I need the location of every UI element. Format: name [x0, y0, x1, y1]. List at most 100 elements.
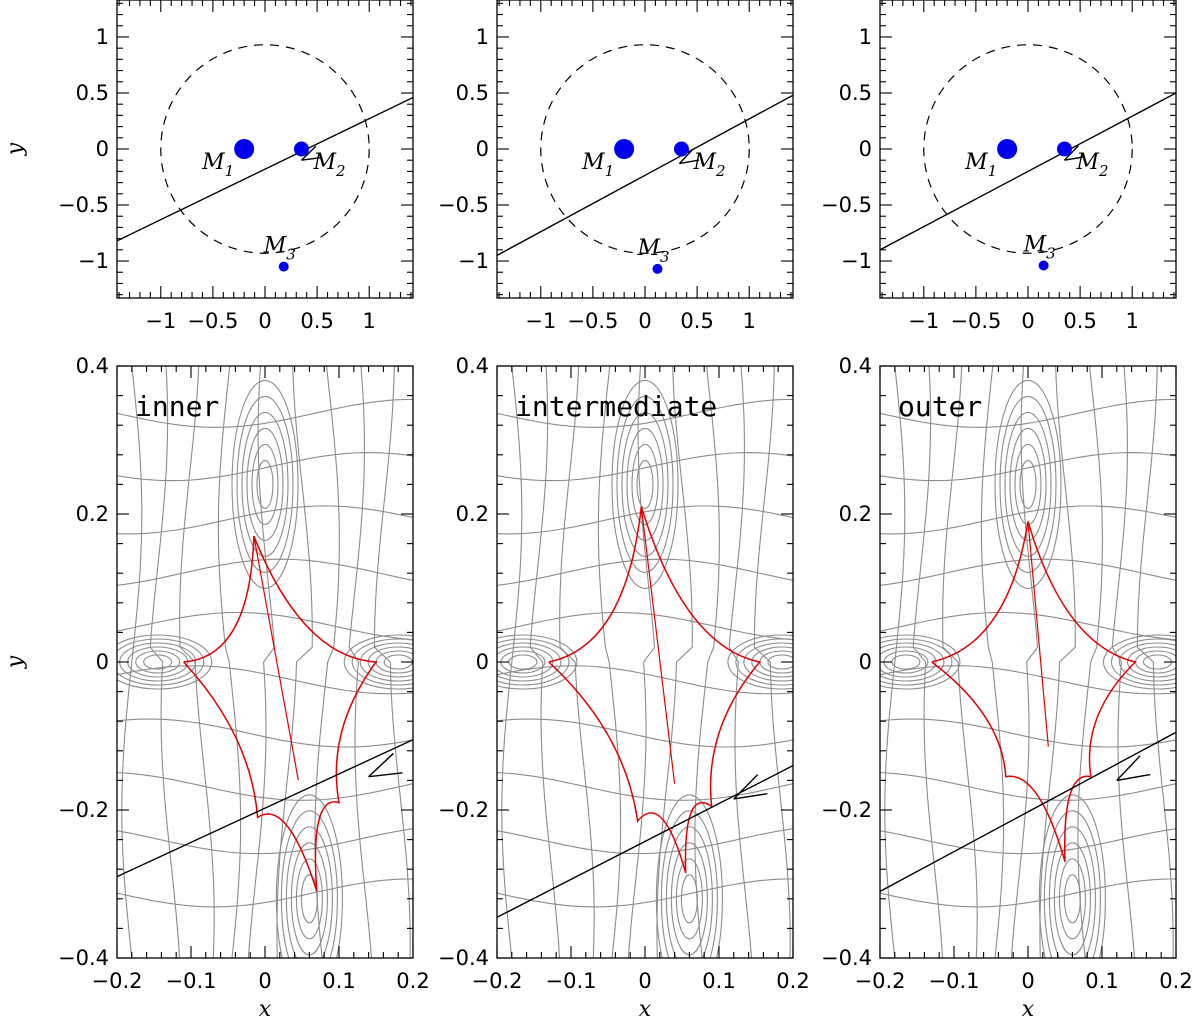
- contour-line: [497, 558, 793, 586]
- y-tick-label: 0: [96, 137, 109, 161]
- y-tick-label: 0: [96, 650, 109, 674]
- x-tick-label: 0.2: [1159, 969, 1192, 993]
- y-tick-label: −1: [841, 249, 872, 273]
- x-tick-label: −0.1: [929, 969, 980, 993]
- source-trajectory: [497, 94, 793, 257]
- contour-ring: [275, 794, 343, 958]
- x-tick-label: 0.1: [1085, 969, 1118, 993]
- x-tick-label: 0.2: [396, 969, 429, 993]
- panel-label: outer: [898, 390, 982, 423]
- x-axis-label: x: [639, 997, 652, 1022]
- y-axis-label: y: [3, 142, 28, 156]
- contour-ring: [135, 650, 181, 674]
- contour-line: [1039, 366, 1076, 958]
- x-tick-label: 0: [1021, 309, 1034, 333]
- mass-2-label: M2: [1075, 150, 1108, 180]
- contour-line: [121, 366, 143, 958]
- contour-ring: [675, 858, 703, 940]
- trajectory-arrowhead: [679, 159, 700, 165]
- contour-ring: [241, 411, 289, 557]
- x-tick-label: 0.5: [680, 309, 713, 333]
- mass-1-label: M1: [201, 150, 234, 180]
- contour-line: [627, 366, 656, 958]
- y-tick-label: 0.5: [456, 81, 489, 105]
- mass-3-label: M3: [637, 236, 670, 266]
- contour-line: [497, 665, 793, 695]
- trajectory-arrowhead: [1116, 773, 1151, 782]
- contour-ring: [1009, 427, 1047, 541]
- plot-area: M1 M2 M3: [880, 44, 1176, 271]
- trajectory-arrowhead: [733, 793, 768, 800]
- contour-line: [276, 366, 313, 958]
- y-tick-label: 0.4: [839, 354, 872, 378]
- y-axis-label: y: [3, 655, 28, 669]
- ticks: [116, 365, 414, 959]
- contour-line: [880, 398, 1176, 428]
- y-tick-label: −1: [78, 249, 109, 273]
- x-axis-label: x: [259, 997, 272, 1022]
- x-tick-label: −0.5: [567, 309, 618, 333]
- panel-top-right: M1 M2 M3 −1 −0.5 0 0.5 1 1 0.5 0 −0.5 −1: [821, 0, 1177, 333]
- contour-ring: [497, 638, 570, 686]
- trajectory-arrowhead: [1064, 156, 1085, 161]
- x-tick-label: −0.5: [950, 309, 1001, 333]
- contour-line: [728, 366, 753, 958]
- x-tick-label: −1: [145, 309, 176, 333]
- contour-line: [529, 366, 561, 958]
- mass-1-label: M1: [964, 150, 997, 180]
- contour-ring: [621, 411, 669, 557]
- contour-ring: [280, 810, 338, 958]
- mass-1-point: [234, 139, 255, 159]
- contour-ring: [1019, 459, 1037, 509]
- y-tick-label: −0.4: [821, 946, 872, 970]
- contour-line: [117, 505, 413, 535]
- contour-line: [497, 828, 793, 855]
- contour-line: [884, 366, 906, 958]
- contour-ring: [727, 634, 793, 690]
- y-tick-label: −0.2: [821, 798, 872, 822]
- contour-ring: [994, 379, 1062, 589]
- axes-frame: [496, 365, 794, 959]
- contour-ring: [256, 459, 274, 509]
- contour-line: [880, 718, 1176, 748]
- contour-ring: [300, 874, 318, 924]
- contour-line: [694, 366, 720, 958]
- plot-area: [880, 366, 1176, 958]
- panel-top-middle: M1 M2 M3 −1 −0.5 0 0.5 1 1 0.5 0 −0.5 −1: [438, 0, 794, 333]
- y-tick-label: 0.4: [456, 354, 489, 378]
- trajectory-arrowhead: [300, 145, 317, 161]
- x-tick-label: 0.5: [1063, 309, 1096, 333]
- mass-2-label: M2: [312, 150, 345, 180]
- contour-line: [753, 366, 791, 958]
- contour-ring: [1048, 826, 1096, 958]
- panel-bottom-middle: intermediate−0.2 −0.1 0 0.1 0.20.40.20−0.2−0…: [438, 354, 810, 1022]
- caustic-fold: [1027, 521, 1049, 747]
- contour-ring: [351, 638, 413, 686]
- contour-line: [373, 366, 411, 958]
- mass-3-label: M3: [1023, 233, 1056, 263]
- caustic-fold: [253, 536, 299, 781]
- x-tick-label: −1: [525, 309, 556, 333]
- source-trajectory: [880, 92, 1176, 251]
- x-tick-label: 1: [743, 309, 756, 333]
- contour-ring: [1014, 443, 1042, 525]
- contour-line: [980, 366, 1005, 958]
- contour-ring: [1102, 634, 1176, 690]
- contour-ring: [616, 395, 674, 573]
- contour-line: [880, 772, 1176, 801]
- plot-area: [117, 366, 413, 958]
- contour-line: [912, 366, 944, 958]
- contour-line: [942, 366, 978, 958]
- x-tick-label: 0: [258, 969, 271, 993]
- trajectory-arrowhead: [1063, 145, 1079, 161]
- contour-line: [149, 366, 181, 958]
- mass-3-point: [652, 263, 663, 274]
- contour-ring: [497, 634, 578, 690]
- y-tick-label: 1: [96, 25, 109, 49]
- contour-ring: [117, 634, 213, 690]
- trajectory-arrowhead: [368, 752, 394, 778]
- magnification-contours: [497, 366, 793, 958]
- contour-line: [497, 772, 793, 801]
- mass-2-point: [673, 141, 689, 157]
- panel-bottom-right: outer−0.2 −0.1 0 0.1 0.20.40.20−0.2−0.4x: [821, 354, 1193, 1022]
